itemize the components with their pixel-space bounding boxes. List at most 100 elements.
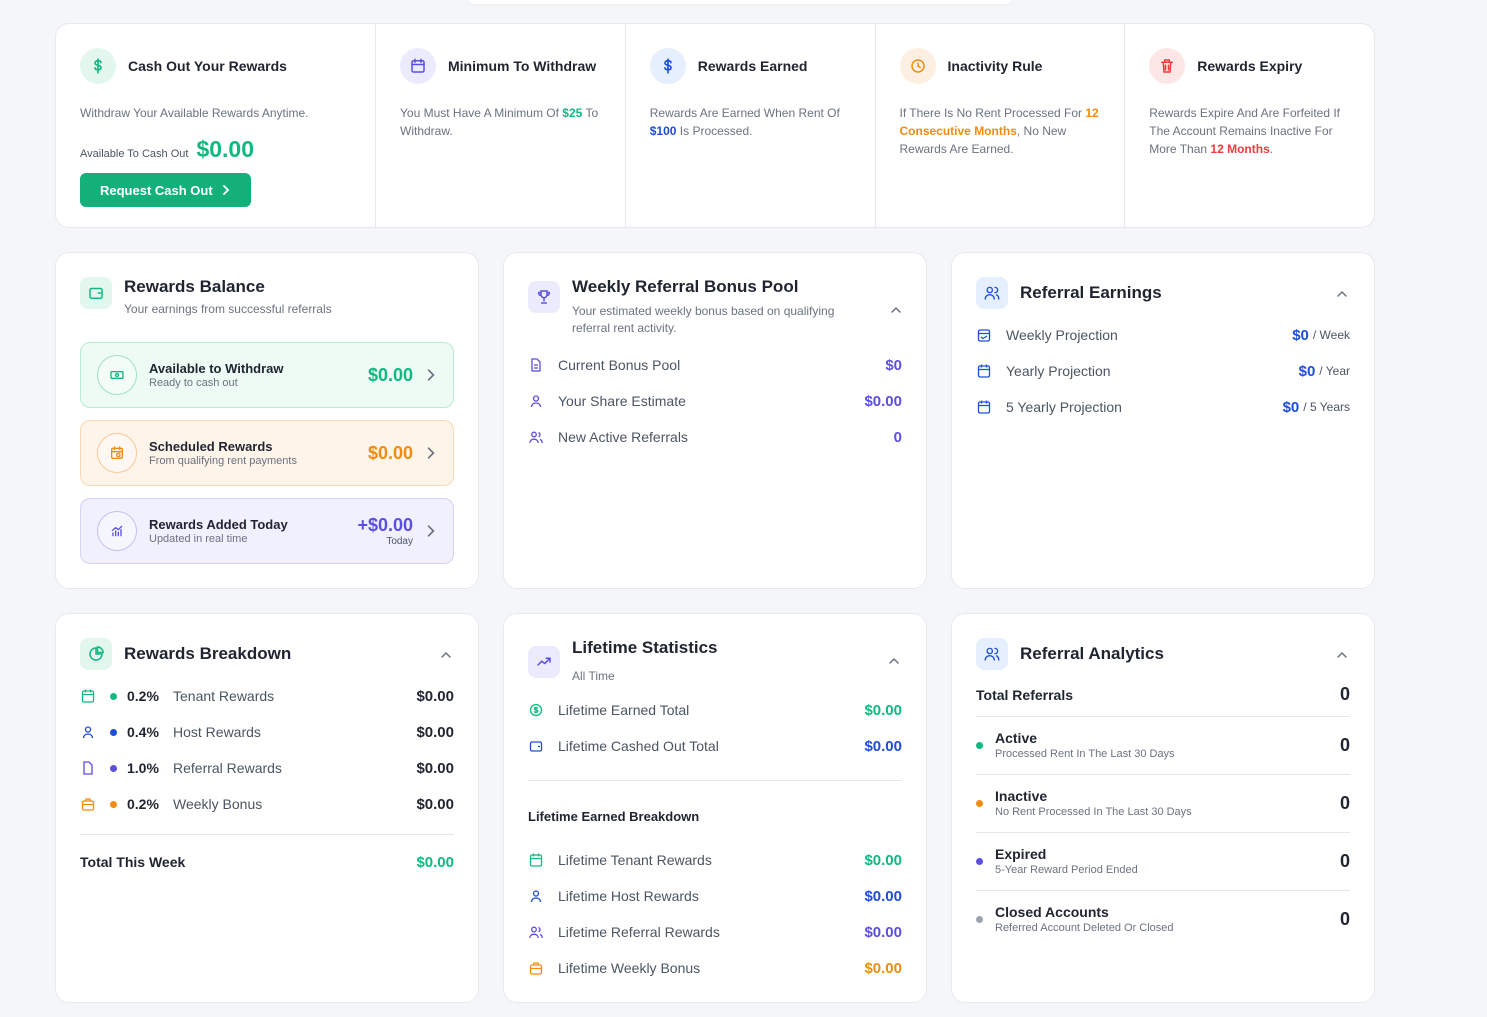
lifetime-title: Lifetime Statistics <box>572 638 718 657</box>
scheduled-rewards-item[interactable]: Scheduled Rewards From qualifying rent p… <box>80 420 454 486</box>
chevron-up-icon[interactable] <box>1335 648 1349 662</box>
share-estimate-row: Your Share Estimate $0.00 <box>528 391 902 411</box>
inactive-value: 0 <box>1339 792 1350 813</box>
chevron-up-icon[interactable] <box>1335 287 1349 301</box>
inactivity-desc-pre: If There Is No Rent Processed For <box>899 106 1086 120</box>
referral-rewards-row: 1.0% Referral Rewards $0.00 <box>80 758 454 778</box>
referral-analytics-card: Referral Analytics Total Referrals 0 Act… <box>951 613 1375 1003</box>
weekly-bonus-row: 0.2% Weekly Bonus $0.00 <box>80 794 454 814</box>
inactivity-description: If There Is No Rent Processed For 12 Con… <box>900 104 1101 158</box>
minimum-amount: $25 <box>562 106 583 120</box>
inactive-subtitle: No Rent Processed In The Last 30 Days <box>995 806 1192 818</box>
share-estimate-value: $0.00 <box>864 392 902 410</box>
new-active-referrals-row: New Active Referrals 0 <box>528 427 902 447</box>
lifetime-host-value: $0.00 <box>864 887 902 905</box>
chevron-right-icon <box>222 185 229 195</box>
chevron-up-icon[interactable] <box>439 648 453 662</box>
total-this-week-label: Total This Week <box>80 854 186 870</box>
briefcase-icon <box>81 798 95 811</box>
referral-earnings-card: Referral Earnings Weekly Projection $0 /… <box>951 252 1375 589</box>
available-label: Available To Cash Out <box>80 148 189 160</box>
weekly-bonus-dot <box>110 800 117 808</box>
available-to-withdraw-item[interactable]: Available to Withdraw Ready to cash out … <box>80 342 454 408</box>
scheduled-rewards-subtitle: From qualifying rent payments <box>149 455 297 467</box>
weekly-projection-label: Weekly Projection <box>1006 327 1118 343</box>
divider <box>976 716 1350 717</box>
available-to-withdraw-value: $0.00 <box>367 364 413 385</box>
rewards-added-today-item[interactable]: Rewards Added Today Updated in real time… <box>80 498 454 564</box>
divider <box>976 774 1350 775</box>
weekly-projection-value: $0 <box>1292 326 1309 344</box>
cash-out-title: Cash Out Your Rewards <box>128 58 287 74</box>
chart-bars-icon <box>97 511 137 551</box>
calendar-icon <box>977 400 991 414</box>
available-to-withdraw-subtitle: Ready to cash out <box>149 377 238 389</box>
trending-up-icon <box>528 646 560 678</box>
referral-analytics-title: Referral Analytics <box>1020 644 1164 663</box>
calendar-clock-icon <box>97 433 137 473</box>
expired-subtitle: 5-Year Reward Period Ended <box>995 864 1138 876</box>
yearly-projection-value: $0 <box>1298 362 1316 380</box>
lifetime-host-row: Lifetime Host Rewards $0.00 <box>528 886 902 906</box>
minimum-description: You Must Have A Minimum Of $25 To Withdr… <box>400 104 601 140</box>
rewards-added-today-value: +$0.00 <box>357 515 413 535</box>
yearly-projection-label: Yearly Projection <box>1006 363 1111 379</box>
lifetime-cashed-out-row: Lifetime Cashed Out Total $0.00 <box>528 736 902 756</box>
tenant-rewards-value: $0.00 <box>416 687 454 705</box>
chevron-up-icon[interactable] <box>887 654 901 668</box>
inactivity-section: Inactivity Rule If There Is No Rent Proc… <box>876 24 1126 227</box>
chevron-up-icon[interactable] <box>889 303 903 317</box>
weekly-bonus-value: $0.00 <box>416 795 454 813</box>
user-icon <box>530 395 542 408</box>
closed-subtitle: Referred Account Deleted Or Closed <box>995 922 1174 934</box>
trophy-icon <box>528 281 560 313</box>
tenant-rewards-row: 0.2% Tenant Rewards $0.00 <box>80 686 454 706</box>
active-dot <box>976 742 983 749</box>
closed-value: 0 <box>1339 908 1350 929</box>
total-this-week-value: $0.00 <box>416 853 454 871</box>
lifetime-weekly-bonus-value: $0.00 <box>864 959 902 977</box>
rewards-balance-title: Rewards Balance <box>124 277 265 296</box>
earned-section: Rewards Earned Rewards Are Earned When R… <box>626 24 876 227</box>
referral-earnings-title: Referral Earnings <box>1020 283 1162 302</box>
host-rewards-row: 0.4% Host Rewards $0.00 <box>80 722 454 742</box>
rewards-breakdown-title: Rewards Breakdown <box>124 644 292 663</box>
chevron-right-icon <box>427 447 435 459</box>
clock-icon <box>899 48 936 84</box>
weekly-pool-subtitle: Your estimated weekly bonus based on qua… <box>572 304 835 335</box>
users-icon <box>976 277 1008 309</box>
document-icon <box>531 358 541 372</box>
referral-rewards-pct: 1.0% <box>127 760 159 776</box>
expiry-desc-pre: Rewards Expire And Are Forfeited If The … <box>1149 106 1341 156</box>
host-rewards-pct: 0.4% <box>127 724 159 740</box>
inactive-title: Inactive <box>995 788 1048 804</box>
inactive-referrals-row: Inactive No Rent Processed In The Last 3… <box>976 788 1350 818</box>
users-icon <box>529 926 543 939</box>
earned-description: Rewards Are Earned When Rent Of $100 Is … <box>650 104 851 140</box>
calendar-icon <box>529 853 543 867</box>
users-icon <box>529 431 543 444</box>
calendar-icon <box>400 48 436 84</box>
minimum-desc-post: To Withdraw. <box>400 106 599 138</box>
inactive-dot <box>976 800 983 807</box>
coin-icon <box>529 703 543 717</box>
wallet-icon <box>80 277 112 309</box>
share-estimate-label: Your Share Estimate <box>558 393 686 409</box>
yearly-projection-unit: / Year <box>1319 364 1350 378</box>
rewards-balance-card: Rewards Balance Your earnings from succe… <box>55 252 479 589</box>
closed-dot <box>976 916 983 923</box>
request-cash-out-button[interactable]: Request Cash Out <box>80 173 251 207</box>
cash-icon <box>97 355 137 395</box>
lifetime-referral-label: Lifetime Referral Rewards <box>558 924 720 940</box>
lifetime-cashed-out-label: Lifetime Cashed Out Total <box>558 738 719 754</box>
pie-chart-icon <box>80 638 112 670</box>
lifetime-tenant-label: Lifetime Tenant Rewards <box>558 852 712 868</box>
calendar-week-icon <box>977 329 991 342</box>
total-referrals-row: Total Referrals 0 <box>976 684 1350 705</box>
tenant-rewards-pct: 0.2% <box>127 688 159 704</box>
dollar-icon <box>649 48 686 84</box>
cash-out-section: Cash Out Your Rewards Withdraw Your Avai… <box>56 24 376 227</box>
lifetime-tenant-row: Lifetime Tenant Rewards $0.00 <box>528 850 902 870</box>
earned-amount: $100 <box>649 124 677 138</box>
divider <box>976 832 1350 833</box>
